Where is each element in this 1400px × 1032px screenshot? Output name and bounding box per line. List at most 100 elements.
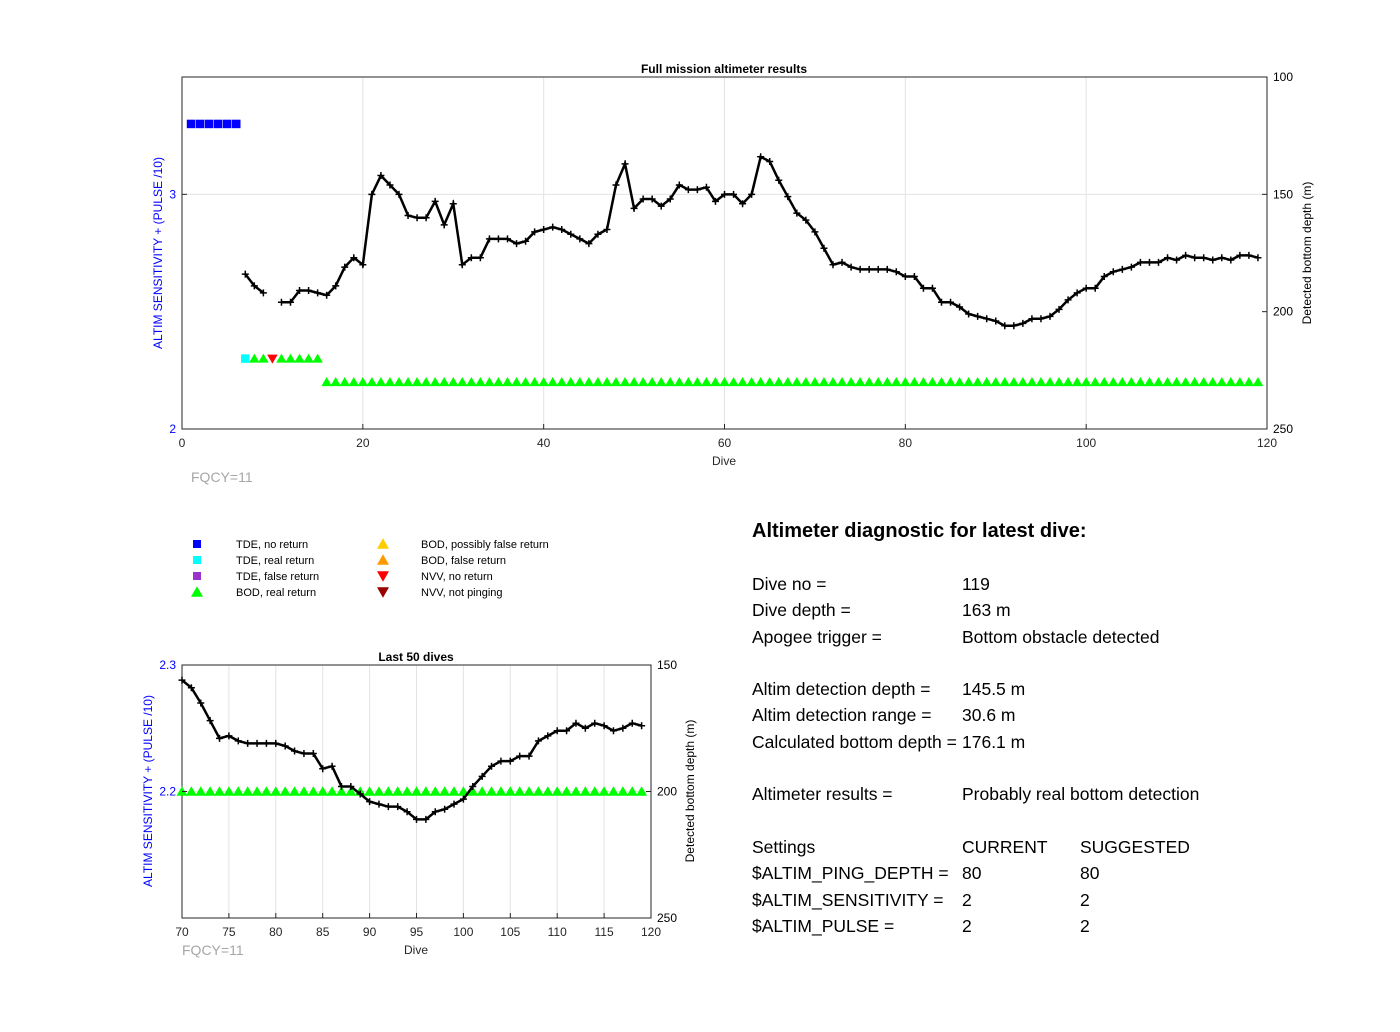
marker-point <box>626 786 638 796</box>
y2-tick-label: 150 <box>1273 187 1293 201</box>
marker-point <box>384 377 396 387</box>
marker-point <box>242 786 254 796</box>
sensitivity-suggested: 2 <box>1080 889 1090 910</box>
y2-tick-label: 200 <box>657 785 677 799</box>
bottom-depth-point <box>178 676 186 684</box>
marker-point <box>375 377 387 387</box>
bottom-depth-point <box>947 298 955 306</box>
marker-point <box>692 377 703 387</box>
bottom-depth-point <box>314 289 322 297</box>
marker-point <box>493 377 504 387</box>
bottom-depth-point <box>332 282 340 290</box>
x-tick-label: 90 <box>363 925 377 939</box>
bottom-depth-point <box>938 298 945 306</box>
marker-point <box>298 786 310 796</box>
marker-point <box>448 377 459 387</box>
bottom-depth-point <box>874 265 882 273</box>
bottom-depth-point <box>856 265 864 273</box>
x-tick-label: 20 <box>356 436 370 450</box>
bottom-depth-point <box>619 724 627 732</box>
main-ylabel-right: Detected bottom depth (m) <box>1300 182 1314 325</box>
marker-point <box>213 119 223 129</box>
x-tick-label: 120 <box>641 925 661 939</box>
marker-point <box>570 786 582 796</box>
x-tick-label: 100 <box>453 925 473 939</box>
calculated-bottom-depth-label: Calculated bottom depth = <box>752 731 957 752</box>
main-chart: 0 20 40 60 80 100 120 2 3 100 150 200 250 Full missi… <box>151 62 1314 485</box>
bottom-depth-point <box>323 291 331 299</box>
marker-point <box>186 119 196 129</box>
bottom-depth-point <box>187 684 195 692</box>
inset-chart: 70 75 80 85 90 95 100 105 110 115 120 2.2 2.3 150 200 2… <box>141 650 697 958</box>
bottom-depth-point <box>540 226 548 234</box>
bottom-depth-point <box>469 782 477 790</box>
marker-point <box>401 786 413 796</box>
marker-point <box>402 377 414 387</box>
x-tick-label: 115 <box>595 925 614 939</box>
marker-point <box>891 377 902 387</box>
bottom-depth-point <box>739 200 747 208</box>
bottom-depth-point <box>1155 258 1162 266</box>
bottom-depth-point <box>544 732 552 740</box>
marker-point <box>484 377 495 387</box>
bottom-depth-point <box>506 757 514 765</box>
bottom-depth-point <box>1227 256 1235 264</box>
marker-point <box>326 786 338 796</box>
marker-point <box>457 377 468 387</box>
marker-point <box>1126 377 1137 387</box>
marker-point <box>936 377 947 387</box>
bottom-depth-point <box>1055 305 1063 313</box>
marker-point <box>241 354 250 363</box>
marker-point <box>556 377 567 387</box>
marker-point <box>617 786 629 796</box>
bottom-depth-point <box>422 214 430 222</box>
bottom-depth-point <box>847 263 855 271</box>
bottom-depth-point <box>1191 254 1199 262</box>
marker-point <box>655 377 667 387</box>
bottom-depth-line <box>281 154 1259 327</box>
y-tick-label: 2 <box>169 422 176 436</box>
marker-point <box>267 354 278 364</box>
bottom-depth-point <box>403 808 411 816</box>
bottom-depth-point <box>567 230 575 238</box>
bottom-depth-point <box>1118 265 1126 273</box>
main-grid <box>182 77 1267 429</box>
legend-marker <box>377 587 389 598</box>
marker-point <box>574 377 586 387</box>
marker-point <box>607 786 619 796</box>
bottom-depth-point <box>600 722 608 730</box>
marker-point <box>185 786 197 796</box>
marker-point <box>963 377 974 387</box>
pulse-label: $ALTIM_PULSE = <box>752 915 895 936</box>
bottom-depth-point <box>621 160 629 168</box>
marker-point <box>249 353 260 363</box>
marker-point <box>420 786 432 796</box>
bottom-depth-point <box>1127 263 1135 271</box>
marker-point <box>348 377 360 387</box>
bottom-depth-point <box>525 752 533 760</box>
diagnostic-panel: Altimeter diagnostic for latest dive: Di… <box>752 516 1352 939</box>
x-tick-label: 100 <box>1076 436 1096 450</box>
marker-point <box>467 786 479 796</box>
marker-point <box>222 119 232 129</box>
bottom-depth-point <box>811 228 819 236</box>
marker-point <box>863 377 875 387</box>
bottom-depth-point <box>244 739 252 747</box>
bottom-depth-point <box>974 312 982 320</box>
bottom-depth-point <box>1164 254 1172 262</box>
bottom-depth-point <box>1028 315 1036 323</box>
marker-point <box>1080 377 1092 387</box>
marker-point <box>773 377 784 387</box>
marker-point <box>195 786 207 796</box>
bottom-depth-point <box>576 235 584 243</box>
bottom-depth-point <box>1136 258 1144 266</box>
marker-point <box>373 786 385 796</box>
marker-point <box>1071 377 1083 387</box>
bottom-depth-point <box>630 204 638 212</box>
bottom-depth-point <box>802 216 810 224</box>
bottom-depth-point <box>347 782 355 790</box>
marker-point <box>1008 377 1020 387</box>
marker-point <box>710 377 721 387</box>
marker-point <box>845 377 857 387</box>
bottom-depth-point <box>865 265 873 273</box>
